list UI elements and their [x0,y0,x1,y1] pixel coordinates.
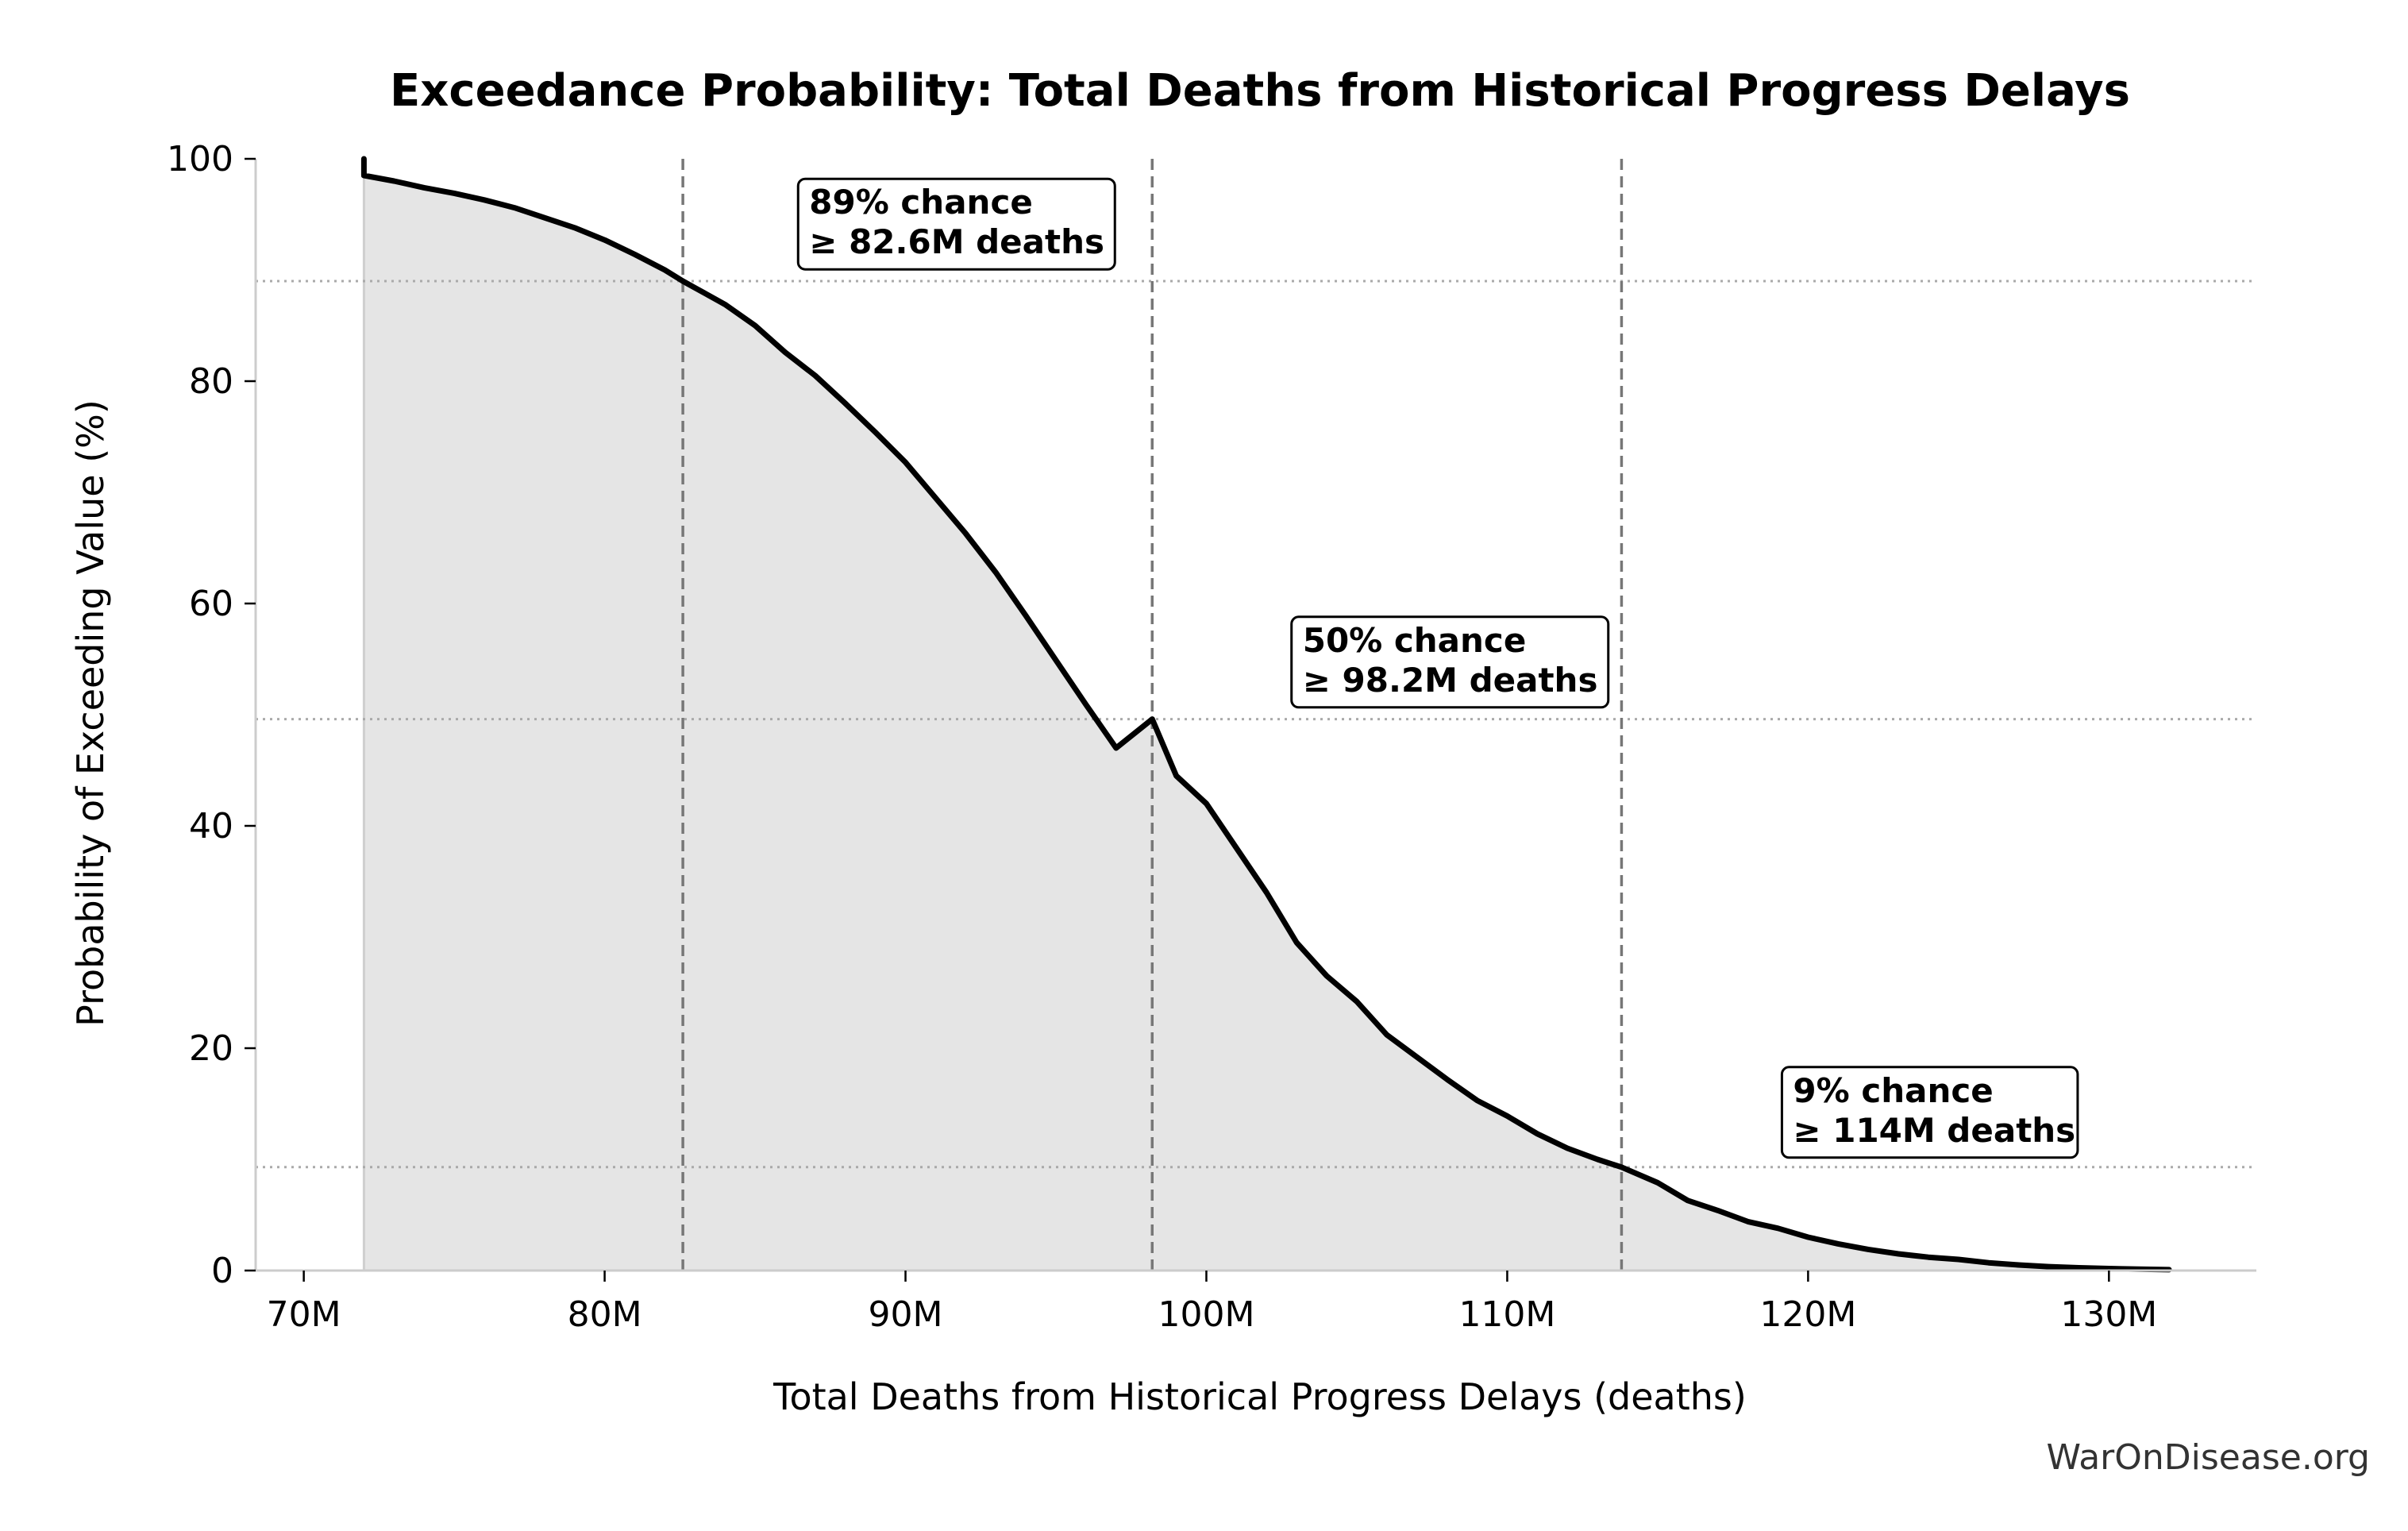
plot-area: 0 20 40 60 80 100 70M 80M 90M 100M 110M 120M 130M 89%… [167,139,2256,1335]
area-fill [364,159,2170,1271]
y-tick-label: 20 [189,1028,233,1069]
y-tick-label: 40 [189,806,233,846]
y-tick-label: 0 [211,1251,233,1291]
y-tick-label: 80 [189,361,233,402]
annotation-line2-1: ≥ 82.6M deaths [809,222,1104,261]
annotation-box-3 [1780,1066,2079,1159]
x-axis-label: Total Deaths from Historical Progress De… [772,1375,1747,1418]
watermark-text: WarOnDisease.org [2047,1437,2370,1478]
annotation-line1-1: 89% chance [809,183,1033,222]
x-tick-label: 100M [1158,1294,1254,1335]
y-tick-label: 60 [189,584,233,624]
chart-title: Exceedance Probability: Total Deaths fro… [390,65,2130,117]
x-tick-label: 90M [869,1294,943,1335]
annotation-line1-3: 9% chance [1793,1071,1993,1110]
exceedance-curve [360,156,2172,1273]
x-tick-label: 130M [2060,1294,2157,1335]
y-tick-label: 100 [167,139,233,179]
y-axis-label: Probability of Exceeding Value (%) [69,399,112,1027]
annotation-box-1 [796,177,1116,271]
x-tick-label: 80M [568,1294,642,1335]
x-tick-label: 120M [1759,1294,1856,1335]
x-tick-label: 110M [1458,1294,1555,1335]
annotation-box-2 [1290,615,1610,709]
annotation-line2-2: ≥ 98.2M deaths [1303,661,1598,700]
annotation-line2-3: ≥ 114M deaths [1793,1111,2075,1150]
x-tick-label: 70M [267,1294,341,1335]
annotation-line1-2: 50% chance [1303,621,1527,660]
